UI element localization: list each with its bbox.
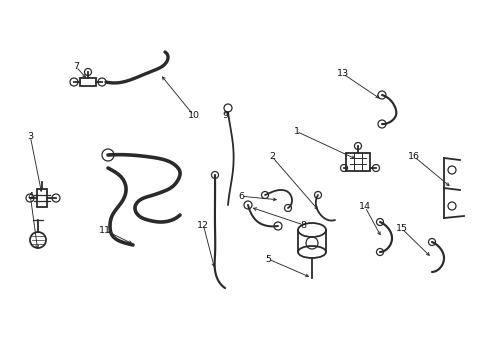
- Text: 3: 3: [27, 132, 33, 141]
- Text: 10: 10: [188, 111, 199, 120]
- Text: 15: 15: [396, 224, 408, 233]
- Text: 6: 6: [238, 192, 244, 201]
- Text: 5: 5: [266, 255, 271, 264]
- Text: 8: 8: [301, 220, 307, 230]
- Text: 12: 12: [197, 220, 209, 230]
- Text: 11: 11: [99, 226, 111, 235]
- Text: 2: 2: [269, 152, 275, 161]
- Text: 9: 9: [222, 111, 228, 120]
- Bar: [37, 189, 47, 207]
- Text: 14: 14: [359, 202, 371, 211]
- Text: 1: 1: [294, 127, 299, 136]
- Text: 13: 13: [337, 69, 349, 78]
- Text: 7: 7: [73, 62, 79, 71]
- Text: 16: 16: [408, 152, 420, 161]
- Text: 4: 4: [27, 192, 33, 201]
- Bar: [80, 78, 96, 86]
- Bar: [346, 153, 370, 171]
